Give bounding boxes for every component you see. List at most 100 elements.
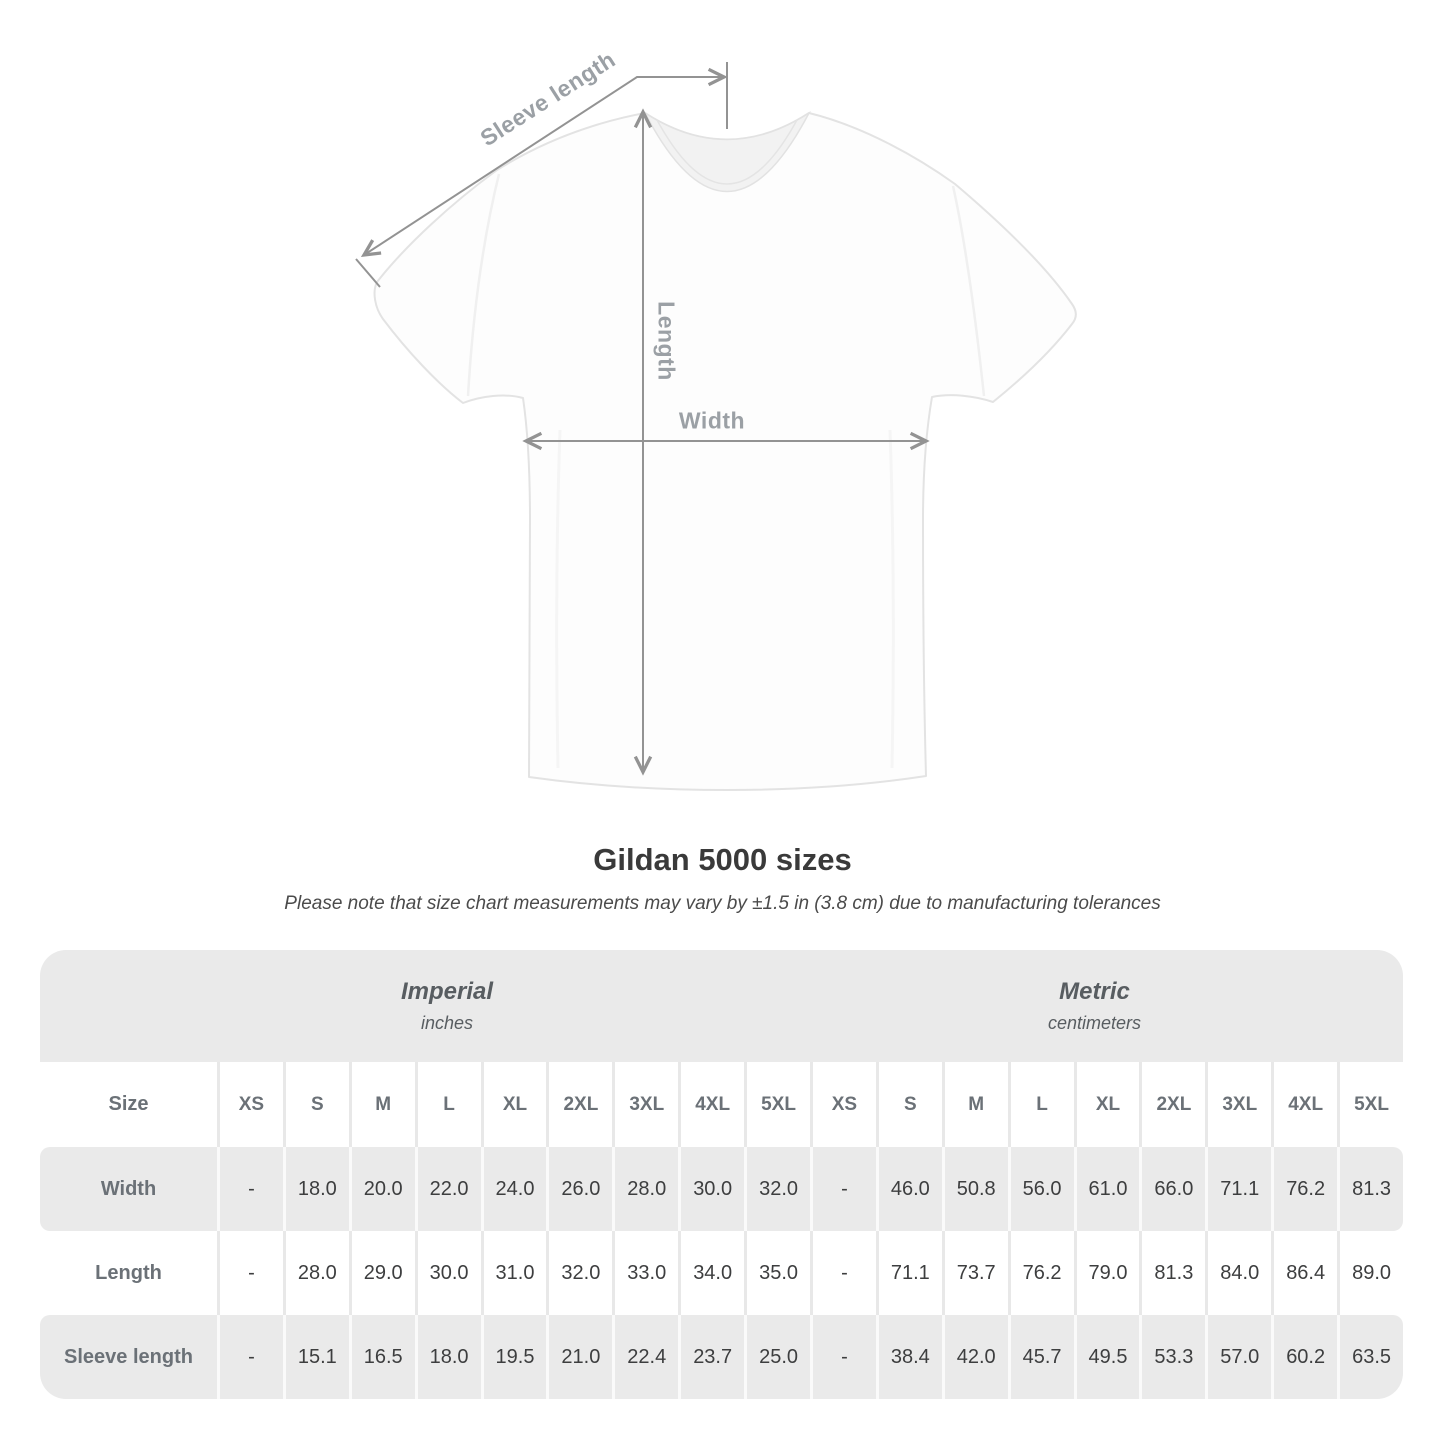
row-label-length: Length <box>95 1261 162 1284</box>
value-imperial-width: 24.0 <box>480 1147 547 1231</box>
value-metric-length: 89.0 <box>1337 1231 1403 1315</box>
value-imperial-length: - <box>217 1231 283 1315</box>
value-imperial-sleeve-length: 22.4 <box>612 1315 678 1399</box>
metric-unit: centimeters <box>1047 1013 1142 1033</box>
tshirt-body <box>373 112 1077 791</box>
value-metric-sleeve-length: 38.4 <box>875 1315 942 1399</box>
column-header-metric-m: M <box>941 1062 1008 1147</box>
column-header-metric-xl: XL <box>1073 1062 1140 1147</box>
value-metric-sleeve-length: 57.0 <box>1205 1315 1271 1399</box>
value-imperial-width: 28.0 <box>612 1147 678 1231</box>
column-header-imperial-s: S <box>282 1062 349 1147</box>
value-imperial-length: 34.0 <box>678 1231 744 1315</box>
value-metric-length: 71.1 <box>875 1231 942 1315</box>
page-title: Gildan 5000 sizes <box>593 842 852 877</box>
sleeve-length-arrow <box>364 77 724 255</box>
column-header-imperial-m: M <box>348 1062 415 1147</box>
page-subtitle: Please note that size chart measurements… <box>284 893 1161 914</box>
value-imperial-length: 31.0 <box>480 1231 547 1315</box>
value-metric-length: 86.4 <box>1271 1231 1337 1315</box>
tshirt-crease-right-seam <box>951 185 986 397</box>
imperial-unit: inches <box>420 1013 474 1033</box>
column-header-imperial-l: L <box>414 1062 481 1147</box>
tshirt-crease-right-fold <box>888 429 895 769</box>
column-header-metric-2xl: 2XL <box>1139 1062 1205 1147</box>
value-metric-width: - <box>809 1147 876 1231</box>
imperial-title: Imperial <box>400 978 494 1005</box>
column-header-metric-l: L <box>1007 1062 1074 1147</box>
column-header-metric-xs: XS <box>809 1062 876 1147</box>
value-metric-length: 79.0 <box>1073 1231 1140 1315</box>
size-header-row: Size XS S M L XL 2XL 3XL 4XL 5XL XS S M L XL 2XL 3XL 4XL 5… <box>40 1062 1403 1147</box>
value-imperial-length: 35.0 <box>744 1231 810 1315</box>
value-metric-sleeve-length: 60.2 <box>1271 1315 1337 1399</box>
value-imperial-width: 30.0 <box>678 1147 744 1231</box>
value-imperial-length: 28.0 <box>282 1231 349 1315</box>
value-imperial-sleeve-length: 15.1 <box>282 1315 349 1399</box>
data-row-sleeve-length: Sleeve length -15.1 16.5 18.0 19.5 21.0 22.4 23… <box>40 1315 1403 1399</box>
value-imperial-sleeve-length: - <box>217 1315 283 1399</box>
value-metric-width: 81.3 <box>1337 1147 1403 1231</box>
column-header-metric-4xl: 4XL <box>1271 1062 1337 1147</box>
value-imperial-width: - <box>217 1147 283 1231</box>
value-imperial-width: 22.0 <box>414 1147 481 1231</box>
value-imperial-length: 32.0 <box>546 1231 612 1315</box>
metric-header: Metric centimeters <box>810 950 1403 1062</box>
row-label-sleeve-length: Sleeve length <box>64 1345 193 1368</box>
value-metric-sleeve-length: - <box>809 1315 876 1399</box>
row-label-width: Width <box>100 1177 157 1200</box>
value-metric-length: 73.7 <box>941 1231 1008 1315</box>
sizes-table: Imperial inches Metric centimeters Size X… <box>40 950 1403 1399</box>
value-metric-sleeve-length: 42.0 <box>941 1315 1008 1399</box>
column-header-imperial-4xl: 4XL <box>678 1062 744 1147</box>
value-metric-width: 50.8 <box>941 1147 1008 1231</box>
value-imperial-length: 30.0 <box>414 1231 481 1315</box>
sleeve-tip-tick <box>355 258 381 288</box>
value-imperial-length: 33.0 <box>612 1231 678 1315</box>
length-label: Length <box>653 301 680 381</box>
value-metric-sleeve-length: 63.5 <box>1337 1315 1403 1399</box>
width-label: Width <box>678 407 746 434</box>
unit-header-band: Imperial inches Metric centimeters <box>40 950 1403 1062</box>
value-metric-width: 71.1 <box>1205 1147 1271 1231</box>
value-metric-width: 61.0 <box>1073 1147 1140 1231</box>
value-imperial-length: 29.0 <box>348 1231 415 1315</box>
value-imperial-sleeve-length: 21.0 <box>546 1315 612 1399</box>
value-metric-sleeve-length: 45.7 <box>1007 1315 1074 1399</box>
value-metric-width: 46.0 <box>875 1147 942 1231</box>
column-header-metric-5xl: 5XL <box>1337 1062 1403 1147</box>
column-header-imperial-3xl: 3XL <box>612 1062 678 1147</box>
value-imperial-sleeve-length: 19.5 <box>480 1315 547 1399</box>
value-metric-width: 56.0 <box>1007 1147 1074 1231</box>
value-imperial-sleeve-length: 18.0 <box>414 1315 481 1399</box>
value-metric-length: 81.3 <box>1139 1231 1205 1315</box>
value-imperial-sleeve-length: 25.0 <box>744 1315 810 1399</box>
data-row-width: Width -18.0 20.0 22.0 24.0 26.0 28.0 30.0 32.0-4… <box>40 1147 1403 1231</box>
value-imperial-width: 32.0 <box>744 1147 810 1231</box>
column-header-imperial-2xl: 2XL <box>546 1062 612 1147</box>
column-header-metric-s: S <box>875 1062 942 1147</box>
column-header-metric-3xl: 3XL <box>1205 1062 1271 1147</box>
data-row-length: Length -28.0 29.0 30.0 31.0 32.0 33.0 34.0 35.0-… <box>40 1231 1403 1315</box>
column-header-imperial-xs: XS <box>217 1062 283 1147</box>
imperial-header: Imperial inches <box>40 950 810 1062</box>
metric-title: Metric <box>1059 978 1130 1005</box>
value-imperial-width: 20.0 <box>348 1147 415 1231</box>
value-metric-length: - <box>809 1231 876 1315</box>
value-imperial-sleeve-length: 16.5 <box>348 1315 415 1399</box>
size-corner-label: Size <box>108 1093 149 1115</box>
column-header-imperial-xl: XL <box>480 1062 547 1147</box>
value-metric-length: 76.2 <box>1007 1231 1074 1315</box>
value-metric-length: 84.0 <box>1205 1231 1271 1315</box>
value-imperial-width: 18.0 <box>282 1147 349 1231</box>
value-imperial-sleeve-length: 23.7 <box>678 1315 744 1399</box>
value-metric-width: 66.0 <box>1139 1147 1205 1231</box>
tshirt-crease-left-fold <box>555 429 562 769</box>
value-metric-width: 76.2 <box>1271 1147 1337 1231</box>
tshirt-graphic <box>355 62 1077 791</box>
value-imperial-width: 26.0 <box>546 1147 612 1231</box>
value-metric-sleeve-length: 49.5 <box>1073 1315 1140 1399</box>
value-metric-sleeve-length: 53.3 <box>1139 1315 1205 1399</box>
column-header-imperial-5xl: 5XL <box>744 1062 810 1147</box>
